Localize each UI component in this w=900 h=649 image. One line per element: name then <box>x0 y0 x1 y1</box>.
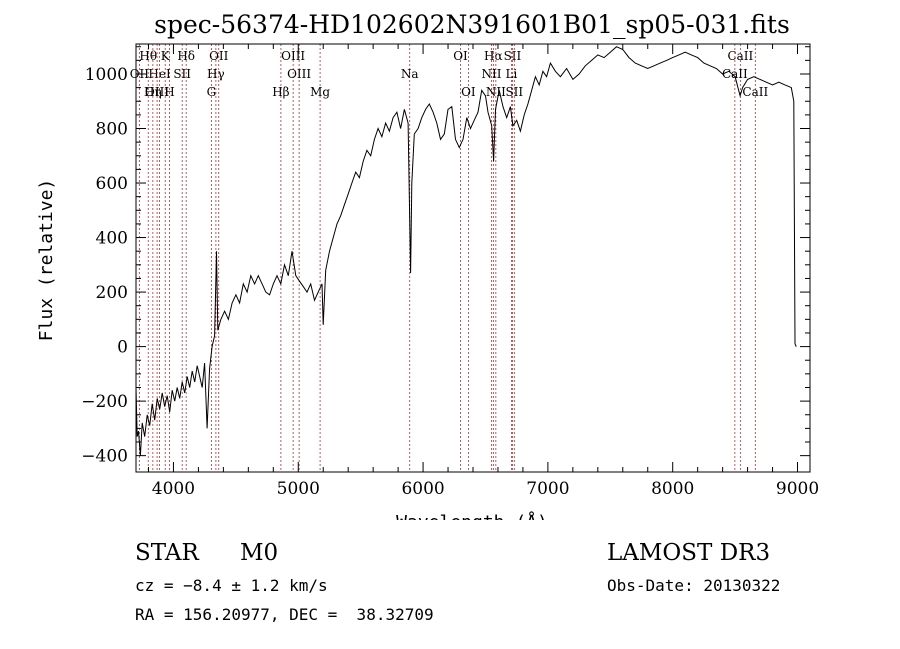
y-tick-label: 800 <box>96 120 128 140</box>
line-marker-label: OI <box>453 49 468 63</box>
line-marker-label: G <box>207 85 217 99</box>
subclass: M0 <box>240 540 279 566</box>
line-marker-label: SII <box>504 49 522 63</box>
line-marker-label: H <box>164 85 174 99</box>
line-marker-label: Mg <box>310 85 330 99</box>
line-marker-label: OII <box>209 49 229 63</box>
x-axis-label: Wavelength (Å) <box>396 511 548 520</box>
y-tick-label: 1000 <box>85 65 128 85</box>
y-tick-label: 600 <box>96 174 128 194</box>
plot-frame <box>135 43 811 473</box>
line-marker-label: CaII <box>722 67 748 81</box>
line-marker-label: Hδ <box>177 49 195 63</box>
line-marker-label: Hα <box>484 49 503 63</box>
survey-name: LAMOST DR3 <box>607 540 771 566</box>
line-marker-label: NII <box>481 67 501 81</box>
axis-ticks: 4000 5000 6000 7000 8000 9000 −400 −200 0 200 400 6… <box>81 44 819 499</box>
line-marker-label: CaII <box>727 49 753 63</box>
line-marker-label: SII <box>173 67 191 81</box>
line-marker-label: OI <box>461 85 476 99</box>
line-marker-label: HeI <box>148 67 171 81</box>
x-tick-label: 8000 <box>651 479 694 499</box>
redshift-cz: cz = −8.4 ± 1.2 km/s <box>135 576 328 595</box>
x-tick-label: 6000 <box>401 479 444 499</box>
x-tick-label: 7000 <box>526 479 569 499</box>
line-marker-label: Hη <box>144 85 162 99</box>
line-marker-label: SII <box>505 85 523 99</box>
line-marker-label: K <box>161 49 171 63</box>
line-marker-label: OIII <box>281 49 305 63</box>
y-tick-label: 0 <box>117 338 128 358</box>
line-marker-label: Hβ <box>272 85 289 99</box>
observation-date: Obs-Date: 20130322 <box>607 576 781 595</box>
line-marker-label: OIII <box>145 85 169 99</box>
coordinates: RA = 156.20977, DEC = 38.32709 <box>135 605 434 624</box>
y-tick-label: −200 <box>81 392 128 412</box>
line-marker-label: CaII <box>742 85 768 99</box>
line-marker-label: Hγ <box>207 67 225 81</box>
line-marker-label: OIII <box>287 67 311 81</box>
line-marker-label: Hθ <box>139 49 157 63</box>
chart-title: spec-56374-HD102602N391601B01_sp05-031.f… <box>154 10 790 39</box>
spectrum-chart: spec-56374-HD102602N391601B01_sp05-031.f… <box>36 10 819 520</box>
line-marker-label: NII <box>486 85 506 99</box>
x-tick-label: 5000 <box>277 479 320 499</box>
y-tick-label: 400 <box>96 229 128 249</box>
x-tick-label: 4000 <box>152 479 195 499</box>
y-tick-label: 200 <box>96 283 128 303</box>
x-tick-label: 9000 <box>776 479 819 499</box>
object-class: STAR <box>135 540 199 566</box>
y-tick-label: −400 <box>81 447 128 467</box>
spectrum-line <box>135 46 797 456</box>
line-marker-label: Li <box>506 67 518 81</box>
line-marker-label: Na <box>401 67 419 81</box>
y-axis-label: Flux (relative) <box>36 179 57 342</box>
